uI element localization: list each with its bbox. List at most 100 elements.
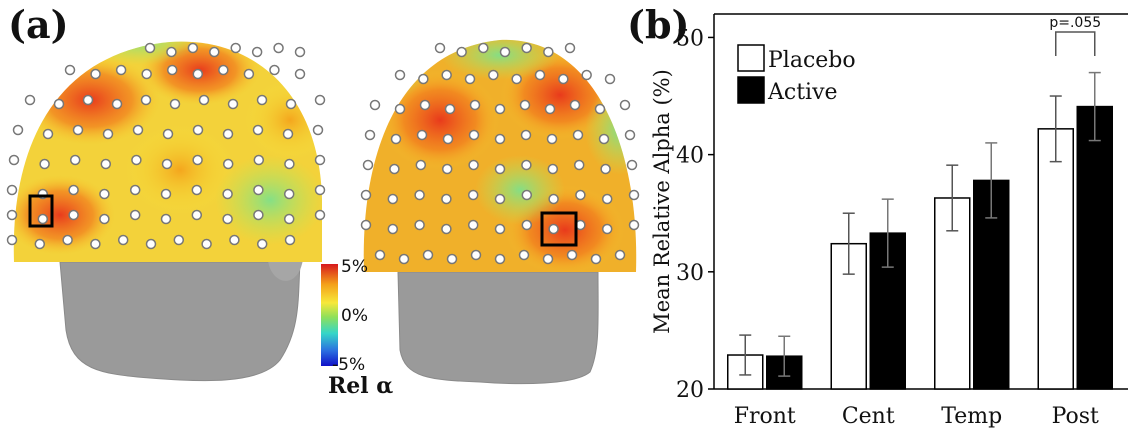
electrode-dot: [624, 129, 636, 141]
electrode-dot: [34, 238, 46, 250]
electrode-dot: [314, 209, 326, 221]
electrode-dot: [129, 184, 141, 196]
electrode-dot: [53, 98, 65, 110]
electrode-dot: [494, 253, 506, 265]
eeg-topography-heads: [6, 39, 640, 385]
electrode-dot: [519, 99, 531, 111]
electrode-dot: [201, 238, 212, 250]
electrode-dot: [145, 238, 157, 250]
electrode-dot: [494, 163, 506, 175]
electrode-dot: [68, 184, 79, 196]
colorbar-mid-label: 0%: [341, 306, 368, 326]
electrode-dot: [312, 124, 324, 136]
electrode-dot: [543, 46, 554, 58]
y-tick-label: 40: [676, 144, 704, 169]
electrode-dot: [222, 158, 234, 170]
electrodes-right: [360, 42, 640, 265]
electrode-dot: [162, 128, 174, 140]
electrode-dot: [601, 223, 613, 235]
electrode-dot: [282, 128, 294, 140]
electrode-dot: [628, 219, 640, 231]
colorbar: [321, 264, 338, 366]
electrode-dot: [390, 133, 402, 145]
electrode-dot: [446, 253, 458, 265]
electrode-dot: [69, 154, 81, 166]
electrode-dot: [222, 188, 233, 200]
electrode-dot: [314, 94, 326, 106]
electrode-dot: [362, 159, 374, 171]
electrode-dot: [253, 209, 264, 221]
electrode-dot: [62, 234, 73, 246]
electrode-dot: [441, 163, 453, 175]
electrode-dot: [192, 154, 203, 166]
electrode-dot: [192, 124, 204, 136]
electrode-dot: [441, 69, 452, 81]
electrode-dot: [614, 249, 626, 261]
electrode-dot: [82, 94, 94, 106]
colorbar-max-label: 5%: [341, 257, 368, 277]
electrode-dot: [251, 46, 263, 58]
electrode-dot: [414, 189, 425, 201]
electrode-dot: [626, 159, 638, 171]
electrode-dot: [284, 234, 296, 246]
electrode-dot: [494, 223, 506, 235]
electrode-dot: [360, 189, 372, 201]
electrode-dot: [6, 184, 18, 196]
electrode-dot: [419, 99, 431, 111]
electrode-dot: [418, 73, 429, 85]
colorbar-title: Rel α: [328, 373, 394, 399]
electrode-dot: [269, 64, 280, 76]
electrode-dot: [39, 158, 50, 170]
electrode-dot: [499, 46, 511, 58]
electrode-dot: [161, 158, 173, 170]
electrode-dot: [115, 64, 127, 76]
electrode-dot: [511, 73, 522, 85]
electrode-dot: [169, 98, 181, 110]
electrode-dot: [542, 253, 554, 265]
electrode-dot: [544, 103, 556, 115]
electrode-dot: [488, 69, 499, 81]
electrode-dot: [572, 129, 584, 141]
legend-label-active: Active: [767, 80, 838, 105]
electrode-dot: [64, 64, 76, 76]
roi-box-left: [28, 194, 54, 228]
electrode-dot: [569, 99, 581, 111]
electrode-dot: [12, 124, 24, 136]
electrode-dot: [573, 159, 585, 171]
electrode-dot: [144, 42, 156, 54]
electrode-dot: [117, 234, 129, 246]
electrode-dot: [394, 103, 406, 115]
electrode-dot: [140, 94, 152, 106]
electrode-dot: [546, 133, 558, 145]
electrode-dot: [37, 213, 49, 225]
electrode-dot: [72, 124, 84, 136]
panel-label-b: (b): [627, 2, 690, 47]
electrode-dot: [191, 209, 203, 221]
electrode-dot: [628, 189, 640, 201]
electrode-dot: [442, 133, 454, 145]
electrode-dot: [398, 253, 410, 265]
electrode-dot: [521, 219, 533, 231]
electrode-dot: [434, 42, 446, 54]
electrode-dot: [131, 154, 142, 166]
electrode-dot: [469, 99, 481, 111]
electrode-dot: [521, 189, 533, 201]
y-tick-label: 50: [676, 26, 704, 51]
x-tick-label: Temp: [941, 404, 1002, 429]
electrode-dot: [364, 129, 376, 141]
electrode-dot: [100, 158, 112, 170]
electrode-dot: [444, 103, 456, 115]
electrode-dot: [494, 133, 506, 145]
electrode-dot: [601, 193, 613, 205]
chart-bars: p=.055: [727, 15, 1113, 390]
electrode-dot: [198, 94, 210, 106]
electrode-dot: [187, 42, 199, 54]
electrode-dot: [218, 64, 229, 76]
electrode-dot: [253, 184, 264, 196]
electrode-dot: [441, 223, 452, 235]
electrode-dot: [314, 184, 326, 196]
head-right-face: [397, 271, 599, 385]
electrode-dot: [253, 154, 265, 166]
chart-legend: Placebo Active: [737, 44, 856, 105]
